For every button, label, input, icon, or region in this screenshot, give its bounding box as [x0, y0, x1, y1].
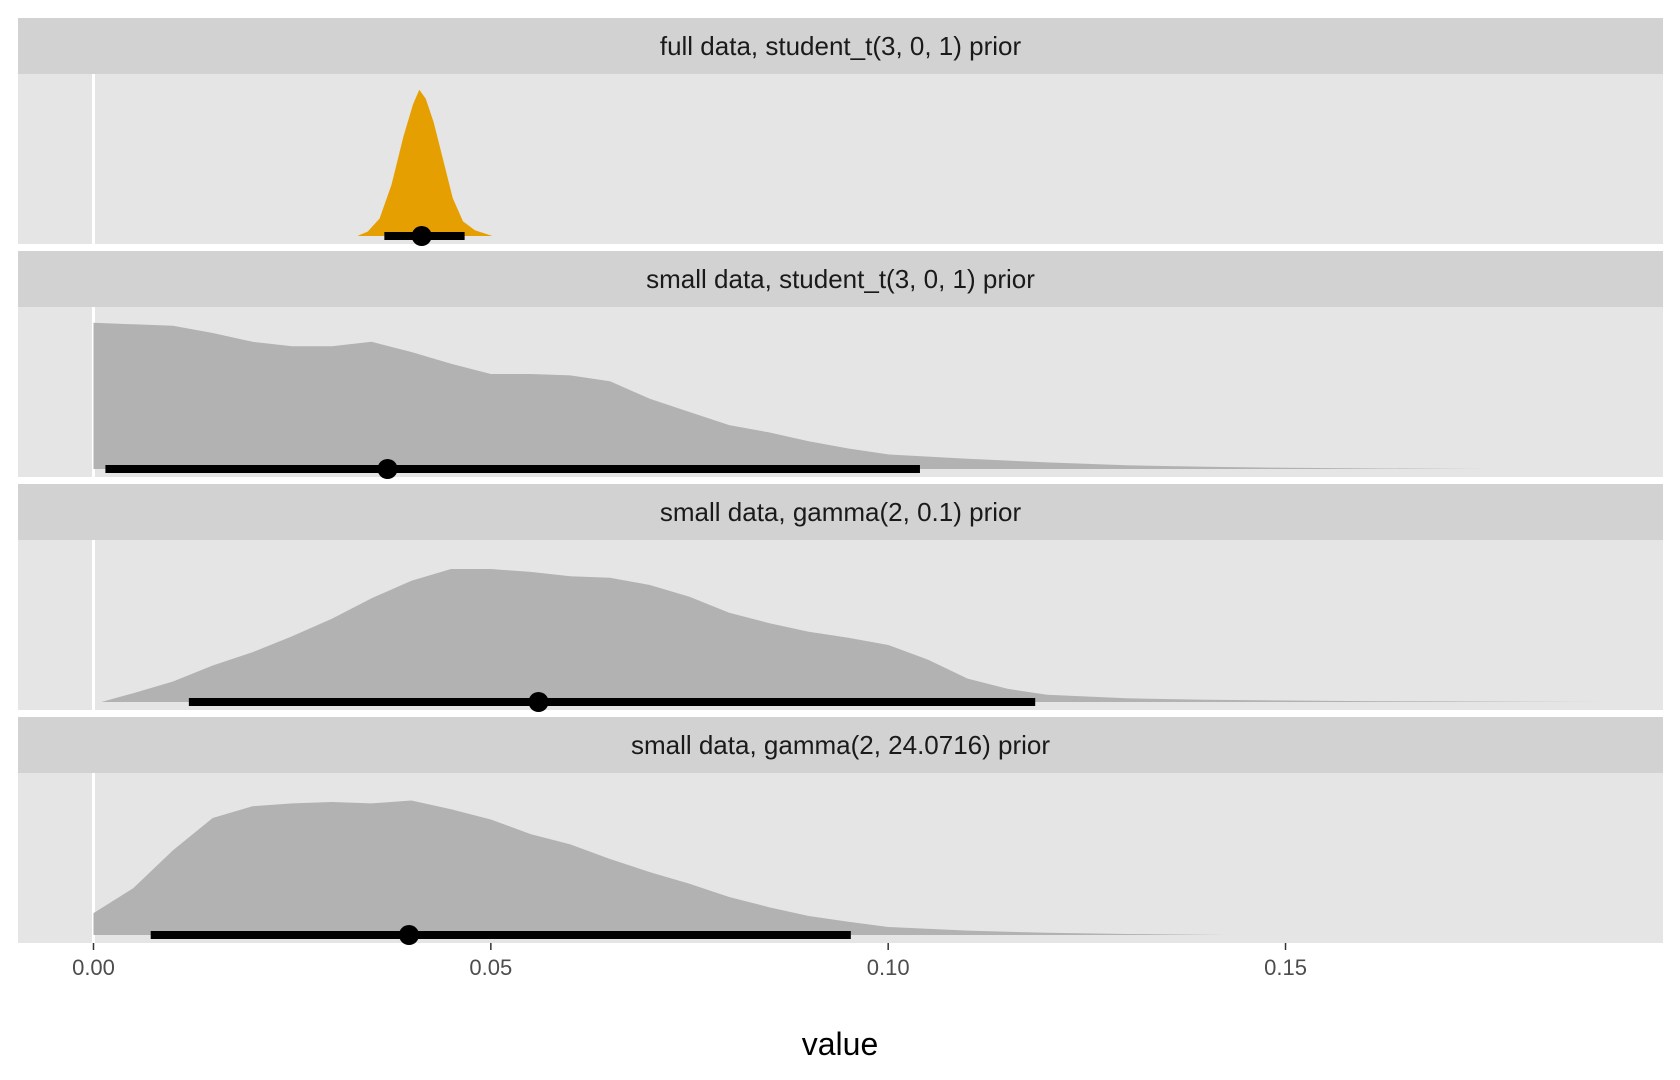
- x-tick-label: 0.00: [72, 955, 115, 980]
- facet-strip: [18, 717, 1663, 773]
- density-area: [357, 89, 493, 236]
- panel-background: [18, 74, 1663, 244]
- facet-strip-label: full data, student_t(3, 0, 1) prior: [660, 31, 1022, 61]
- point-estimate: [411, 226, 432, 246]
- density-area: [93, 322, 1485, 469]
- x-axis-title: value: [802, 1026, 879, 1062]
- x-tick-label: 0.05: [469, 955, 512, 980]
- point-estimate: [398, 925, 419, 945]
- facet-panel-4: small data, gamma(2, 24.0716) prior: [18, 717, 1663, 945]
- facet-panel-2: small data, student_t(3, 0, 1) prior: [18, 251, 1663, 479]
- point-estimate: [377, 459, 398, 479]
- density-area: [93, 800, 1226, 935]
- x-tick-label: 0.15: [1264, 955, 1307, 980]
- facet-panel-3: small data, gamma(2, 0.1) prior: [18, 484, 1663, 712]
- facet-strip-label: small data, student_t(3, 0, 1) prior: [646, 264, 1035, 294]
- point-estimate: [528, 692, 549, 712]
- facet-panel-1: full data, student_t(3, 0, 1) prior: [18, 18, 1663, 246]
- facet-strip: [18, 18, 1663, 74]
- facet-strip: [18, 251, 1663, 307]
- facet-panels: full data, student_t(3, 0, 1) prior small…: [18, 18, 1663, 945]
- density-area: [101, 569, 1604, 702]
- facet-strip-label: small data, gamma(2, 24.0716) prior: [631, 730, 1050, 760]
- x-tick-label: 0.10: [867, 955, 910, 980]
- facet-strip-label: small data, gamma(2, 0.1) prior: [660, 497, 1022, 527]
- facet-strip: [18, 484, 1663, 540]
- x-axis: 0.00 0.05 0.10 0.15: [72, 943, 1307, 980]
